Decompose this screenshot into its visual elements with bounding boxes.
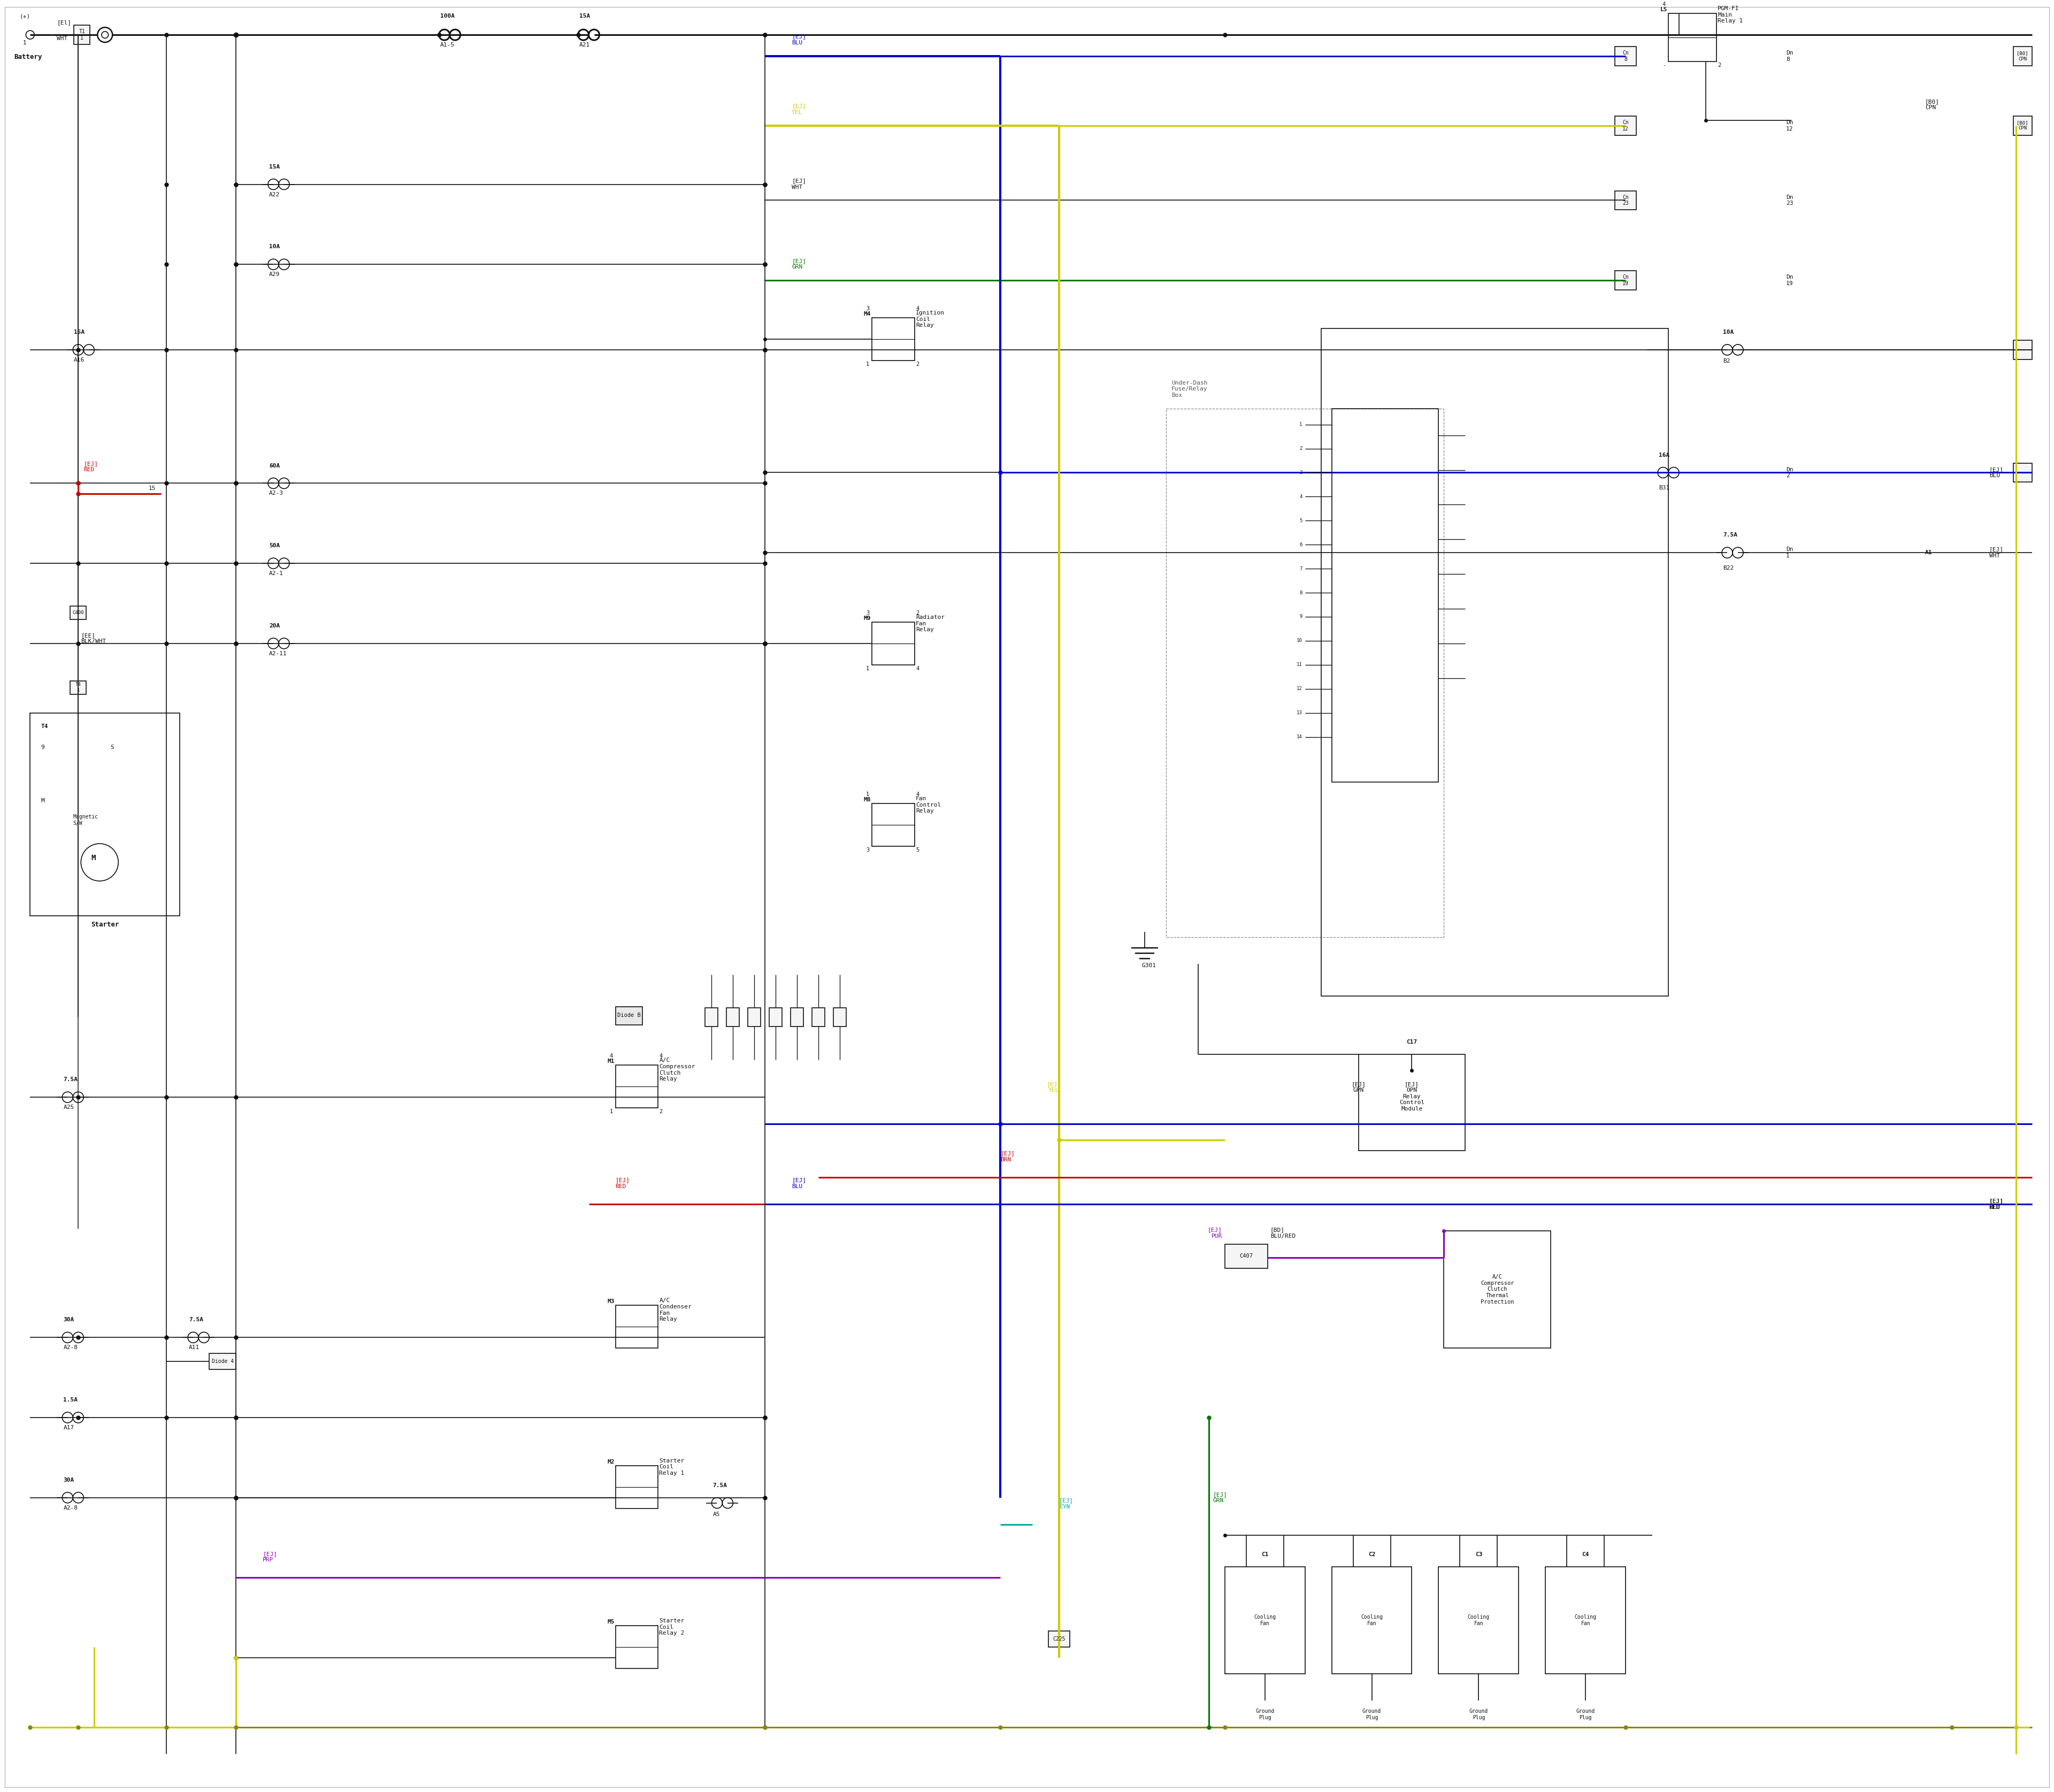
Text: A29: A29 (269, 272, 279, 278)
Text: C17: C17 (1407, 1039, 1417, 1045)
Text: 2: 2 (659, 1109, 663, 1115)
Text: [B0]
CPN: [B0] CPN (1925, 99, 1939, 111)
Text: 3: 3 (867, 611, 869, 616)
Text: Ground
Plug: Ground Plug (1469, 1708, 1487, 1720)
Text: [EJ]
PUR: [EJ] PUR (1208, 1228, 1222, 1238)
Text: 3: 3 (867, 306, 869, 312)
Text: 1.5A: 1.5A (64, 1398, 78, 1403)
Text: [EJ]
PRP: [EJ] PRP (263, 1552, 277, 1563)
Text: 4: 4 (916, 306, 920, 312)
Bar (31, 713, 181, 916)
Bar (770, 1007, 783, 1027)
Text: 1: 1 (867, 667, 869, 672)
Bar (834, 1007, 846, 1027)
Text: Magnetic
S/W: Magnetic S/W (72, 814, 99, 826)
Text: [B0]
CPN: [B0] CPN (2017, 50, 2027, 61)
Text: M8: M8 (863, 797, 871, 803)
Text: C3: C3 (1475, 1552, 1483, 1557)
Text: B22: B22 (1723, 566, 1734, 572)
Text: [EJ]
BRN: [EJ] BRN (1000, 1150, 1015, 1163)
Bar (70, 681, 86, 694)
Text: 30A: 30A (64, 1317, 74, 1322)
Text: 50A: 50A (269, 543, 279, 548)
Bar (74, 25, 90, 45)
Text: 2: 2 (1717, 63, 1721, 68)
Text: 15A: 15A (269, 165, 279, 170)
Text: 14: 14 (1296, 735, 1302, 740)
Bar (2013, 340, 2031, 360)
Text: A/C
Compressor
Clutch
Thermal
Protection: A/C Compressor Clutch Thermal Protection (1481, 1274, 1514, 1305)
Text: 1: 1 (867, 792, 869, 797)
Text: Battery: Battery (14, 54, 43, 61)
Bar (1321, 328, 1668, 996)
Text: [EJ]
RED: [EJ] RED (1988, 1199, 2003, 1210)
Text: 15A: 15A (579, 14, 589, 18)
Bar (616, 1466, 657, 1509)
Text: Ground
Plug: Ground Plug (1575, 1708, 1596, 1720)
Text: 1: 1 (610, 1109, 612, 1115)
Bar (616, 1007, 643, 1025)
Text: 5: 5 (1300, 518, 1302, 523)
Text: C407: C407 (1239, 1253, 1253, 1258)
Text: [EJ]
RED: [EJ] RED (84, 461, 99, 473)
Bar (616, 1305, 657, 1348)
Text: 2: 2 (916, 611, 920, 616)
Text: Starter
Coil
Relay 2: Starter Coil Relay 2 (659, 1618, 684, 1636)
Text: 6: 6 (1300, 543, 1302, 547)
Text: M4: M4 (863, 312, 871, 317)
Text: 4: 4 (1300, 495, 1302, 498)
Text: 9: 9 (41, 745, 45, 751)
Text: A22: A22 (269, 192, 279, 197)
Text: 7.5A: 7.5A (189, 1317, 203, 1322)
Text: 16A: 16A (1660, 452, 1670, 457)
Text: 3: 3 (1300, 470, 1302, 475)
Text: -: - (1662, 63, 1666, 68)
Text: 4: 4 (610, 1054, 612, 1059)
Text: [EJ]
OPN: [EJ] OPN (1405, 1081, 1419, 1093)
Text: A2-1: A2-1 (269, 572, 283, 577)
Text: L5: L5 (1660, 7, 1668, 13)
Text: 10: 10 (1296, 638, 1302, 643)
Text: 10A: 10A (269, 244, 279, 249)
Text: C225: C225 (1054, 1636, 1066, 1641)
Text: 12: 12 (1296, 686, 1302, 692)
Bar (1167, 409, 1444, 937)
Text: S: S (111, 745, 113, 751)
Text: Diode B: Diode B (616, 1012, 641, 1018)
Text: Cn
23: Cn 23 (1623, 195, 1629, 206)
Text: [EJ]
RED: [EJ] RED (616, 1177, 631, 1190)
Text: Cooling
Fan: Cooling Fan (1575, 1615, 1596, 1625)
Text: C400: C400 (72, 611, 84, 615)
Text: 1: 1 (867, 362, 869, 367)
Text: A11: A11 (189, 1346, 199, 1351)
Bar (2013, 116, 2031, 134)
Text: PGM-FI
Main
Relay 1: PGM-FI Main Relay 1 (1717, 5, 1744, 23)
Text: WHT: WHT (58, 36, 68, 41)
Text: [EJ]
YEL: [EJ] YEL (791, 104, 807, 115)
Text: [BD]
BLU/RED: [BD] BLU/RED (1269, 1228, 1296, 1238)
Text: M3: M3 (608, 1299, 614, 1305)
Text: M5: M5 (608, 1620, 614, 1625)
Bar (1444, 1231, 1551, 1348)
Text: Dn
8: Dn 8 (1787, 50, 1793, 63)
Bar (616, 1064, 657, 1107)
Text: 7: 7 (1300, 566, 1302, 572)
Text: B2: B2 (1723, 358, 1729, 364)
Text: T4: T4 (41, 724, 47, 729)
Text: 4: 4 (1662, 2, 1666, 7)
Text: 4: 4 (916, 792, 920, 797)
Text: T4
1: T4 1 (76, 683, 80, 694)
Text: [EJ]
BLU: [EJ] BLU (1988, 468, 2003, 478)
Text: A2-11: A2-11 (269, 650, 288, 656)
Text: Cooling
Fan: Cooling Fan (1469, 1615, 1489, 1625)
Text: Dn
12: Dn 12 (1787, 120, 1793, 131)
Bar (791, 1007, 803, 1027)
Text: Cooling
Fan: Cooling Fan (1253, 1615, 1276, 1625)
Bar (1331, 1566, 1411, 1674)
Text: Cooling
Fan: Cooling Fan (1360, 1615, 1382, 1625)
Text: C1: C1 (1261, 1552, 1269, 1557)
Text: 20A: 20A (269, 624, 279, 629)
Text: Cn
12: Cn 12 (1623, 120, 1629, 131)
Text: Diode 4: Diode 4 (212, 1358, 234, 1364)
Text: T1
1: T1 1 (78, 29, 84, 41)
